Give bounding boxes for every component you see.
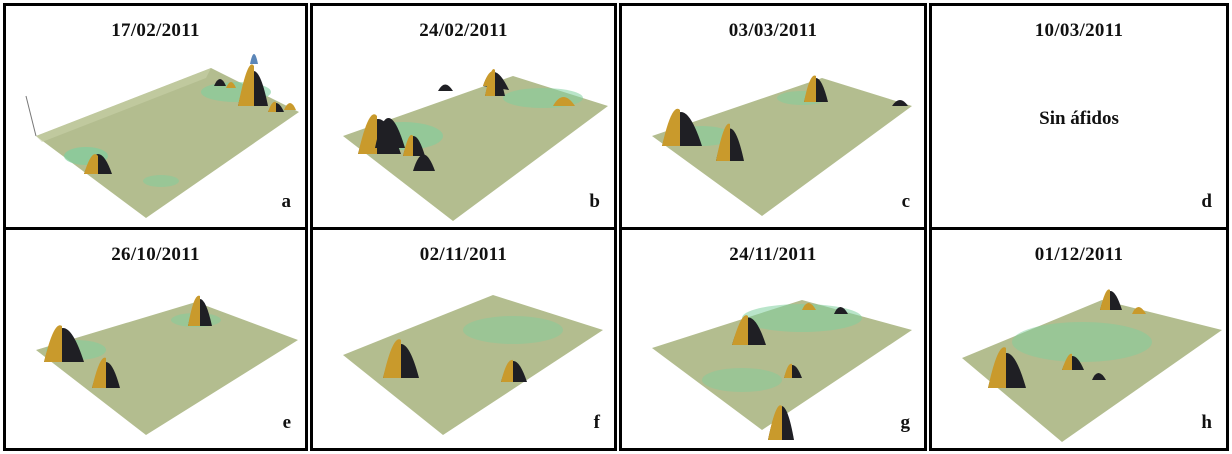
panel-a: 17/02/2011 a — [3, 3, 308, 230]
panel-date: 01/12/2011 — [1034, 244, 1124, 265]
surface-plot-c — [652, 75, 912, 216]
panel-letter: b — [589, 191, 600, 212]
panel-date: 26/10/2011 — [111, 244, 200, 265]
surface-plot-h — [962, 289, 1222, 442]
panel-d: 10/03/2011 Sin áfidos d — [929, 3, 1229, 230]
surface-plot-a — [25, 54, 299, 218]
panel-letter: c — [901, 191, 910, 212]
panel-letter: h — [1201, 412, 1212, 433]
panel-date: 24/11/2011 — [729, 244, 817, 265]
no-aphids-note: Sin áfidos — [1039, 108, 1119, 129]
panel-date: 02/11/2011 — [419, 244, 508, 265]
panel-b: 24/02/2011 b — [310, 3, 617, 230]
panel-e: 26/10/2011 e — [3, 227, 308, 451]
panel-h: 01/12/2011 h — [929, 227, 1229, 451]
surface-plot-e — [36, 295, 298, 435]
panel-g: 24/11/2011 g — [619, 227, 927, 451]
panel-letter: d — [1201, 191, 1212, 212]
surface-plot-b — [343, 69, 608, 221]
panel-date: 24/02/2011 — [419, 20, 508, 41]
panel-date: 10/03/2011 — [1034, 20, 1124, 41]
panel-letter: g — [900, 412, 911, 433]
panel-letter: f — [593, 412, 600, 433]
panel-date: 17/02/2011 — [111, 20, 200, 41]
panel-c: 03/03/2011 c — [619, 3, 927, 230]
surface-plot-g — [652, 300, 912, 440]
panel-date: 03/03/2011 — [728, 20, 818, 41]
surface-plot-f — [343, 295, 603, 435]
panel-letter: a — [281, 191, 292, 212]
panel-f: 02/11/2011 f — [310, 227, 617, 451]
panel-letter: e — [282, 412, 291, 433]
